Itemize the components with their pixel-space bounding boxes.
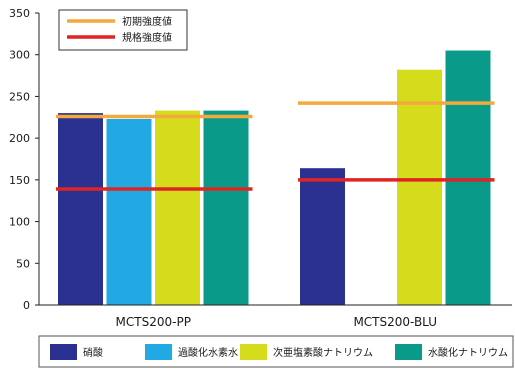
y-tick-label-3: 100: [9, 216, 30, 229]
axes-layer: 0 50 100 150 200 250 300 350: [9, 7, 512, 312]
bar-1-3: [155, 110, 200, 306]
bar-legend-swatch-2: [145, 344, 172, 360]
y-tick-label-5: 200: [9, 132, 30, 145]
y-tick-label-4: 150: [9, 174, 30, 187]
reference-lines-layer: [56, 101, 495, 191]
bar-legend-swatch-4: [395, 344, 422, 360]
bar-legend-label-4: 水酸化ナトリウム: [428, 346, 508, 359]
y-tick-label-6: 250: [9, 90, 30, 103]
line-legend-label-2: 規格強度値: [122, 31, 172, 44]
bar-1-1: [58, 113, 103, 305]
bar-legend-label-1: 硝酸: [83, 346, 103, 359]
bar-1-2: [106, 118, 152, 305]
y-tick-label-1: 0: [23, 299, 30, 312]
bar-legend-box: [38, 335, 514, 368]
y-tick-label-8: 350: [9, 7, 30, 20]
bars-layer: [58, 50, 491, 306]
bar-2-3: [397, 69, 442, 305]
category-label-2: MCTS200-BLU: [353, 315, 437, 329]
bar-legend-label-2: 過酸化水素水: [178, 346, 238, 359]
y-tick-label-7: 300: [9, 49, 30, 62]
bar-legend-swatch-1: [50, 344, 77, 360]
category-labels: MCTS200-PP MCTS200-BLU: [116, 315, 437, 329]
bar-2-1: [300, 168, 345, 305]
bar-legend-swatch-3: [240, 344, 267, 360]
category-label-1: MCTS200-PP: [116, 315, 191, 329]
bar-2-4: [445, 50, 491, 305]
bar-legend: 硝酸 過酸化水素水 次亜塩素酸ナトリウム 水酸化ナトリウム: [38, 335, 514, 368]
line-legend-box: [58, 9, 188, 51]
bar-1-4: [203, 110, 249, 306]
y-tick-label-2: 50: [16, 257, 30, 270]
line-legend-label-1: 初期強度値: [122, 15, 172, 28]
bar-legend-label-3: 次亜塩素酸ナトリウム: [273, 346, 373, 359]
